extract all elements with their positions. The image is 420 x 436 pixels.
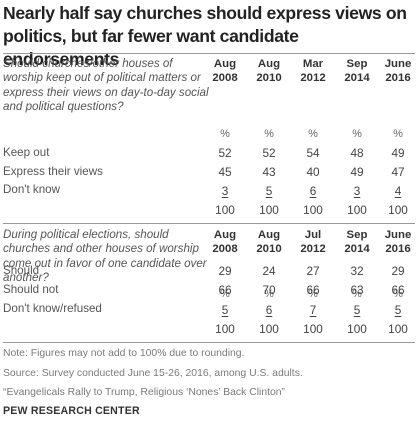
- table-cell: 24: [262, 264, 276, 278]
- table-cell: 4: [394, 184, 402, 198]
- table-cell: 49: [391, 146, 405, 160]
- total-cell: 100: [259, 322, 279, 336]
- table-cell: 52: [262, 146, 276, 160]
- total-cell: 100: [303, 203, 323, 217]
- table1-header-col-4: Sep 2014: [344, 58, 370, 84]
- percent-sign: %: [220, 288, 230, 300]
- total-cell: 100: [347, 322, 367, 336]
- percent-sign: %: [352, 288, 362, 300]
- row-label: Express their views: [3, 165, 103, 178]
- table2-header-col-2: Aug 2010: [256, 229, 282, 255]
- footer-rule: [3, 342, 415, 343]
- total-cell: 100: [259, 203, 279, 217]
- table2-header-col-5: June 2016: [384, 229, 412, 255]
- percent-sign: %: [264, 128, 274, 140]
- table1-header-col-1: Aug 2008: [212, 58, 238, 84]
- chart-title: Nearly half say churches should express …: [3, 3, 407, 69]
- table-cell: 40: [306, 165, 320, 179]
- percent-sign: %: [393, 128, 403, 140]
- footnote: Note: Figures may not add to 100% due to…: [3, 348, 245, 359]
- table-cell: 52: [218, 146, 232, 160]
- table-cell: 48: [350, 146, 364, 160]
- table-cell: 29: [391, 264, 405, 278]
- row-label: Keep out: [3, 146, 50, 159]
- table1-header-col-3: Mar 2012: [300, 58, 326, 84]
- title-rule: [3, 53, 415, 54]
- table-cell: 27: [306, 264, 320, 278]
- table-cell: 47: [391, 165, 405, 179]
- table-cell: 32: [350, 264, 364, 278]
- table-cell: 49: [350, 165, 364, 179]
- percent-sign: %: [308, 128, 318, 140]
- table-cell: 7: [309, 303, 317, 317]
- row-label: Don't know/refused: [3, 302, 102, 315]
- percent-sign: %: [220, 128, 230, 140]
- total-cell: 100: [388, 322, 408, 336]
- row-label: Should not: [3, 283, 59, 296]
- table-cell: 3: [221, 184, 229, 198]
- table-cell: 5: [265, 184, 273, 198]
- table2-header-col-4: Sep 2014: [344, 229, 370, 255]
- table1-question: Should churches/other houses of worship …: [3, 57, 209, 114]
- table-cell: 45: [218, 165, 232, 179]
- percent-sign: %: [393, 288, 403, 300]
- table2-question: During political elections, should churc…: [3, 228, 207, 285]
- total-cell: 100: [215, 322, 235, 336]
- report-title: “Evangelicals Rally to Trump, Religious …: [3, 387, 286, 398]
- row-label: Should: [3, 264, 40, 277]
- table-cell: 3: [353, 184, 361, 198]
- table-cell: 6: [265, 303, 273, 317]
- total-cell: 100: [388, 203, 408, 217]
- table-cell: 54: [306, 146, 320, 160]
- table-cell: 5: [221, 303, 229, 317]
- total-cell: 100: [215, 203, 235, 217]
- total-cell: 100: [303, 322, 323, 336]
- table-cell: 5: [394, 303, 402, 317]
- table-cell: 66: [306, 283, 320, 297]
- percent-sign: %: [352, 128, 362, 140]
- percent-sign: %: [264, 288, 274, 300]
- source-note: Source: Survey conducted June 15-26, 201…: [3, 368, 303, 379]
- table-cell: 29: [218, 264, 232, 278]
- brand-name: PEW RESEARCH CENTER: [3, 405, 140, 417]
- table-cell: 66: [391, 283, 405, 297]
- section-rule: [3, 223, 415, 224]
- table-cell: 66: [218, 283, 232, 297]
- percent-sign: %: [308, 288, 318, 300]
- total-cell: 100: [347, 203, 367, 217]
- table1-header-col-2: Aug 2010: [256, 58, 282, 84]
- table2-header-col-1: Aug 2008: [212, 229, 238, 255]
- table-cell: 70: [262, 283, 276, 297]
- row-label: Don't know: [3, 183, 60, 196]
- table1-header-col-5: June 2016: [384, 58, 412, 84]
- table2-header-col-3: Jul 2012: [300, 229, 326, 255]
- table-cell: 5: [353, 303, 361, 317]
- table-cell: 43: [262, 165, 276, 179]
- table-cell: 6: [309, 184, 317, 198]
- table-cell: 63: [350, 283, 364, 297]
